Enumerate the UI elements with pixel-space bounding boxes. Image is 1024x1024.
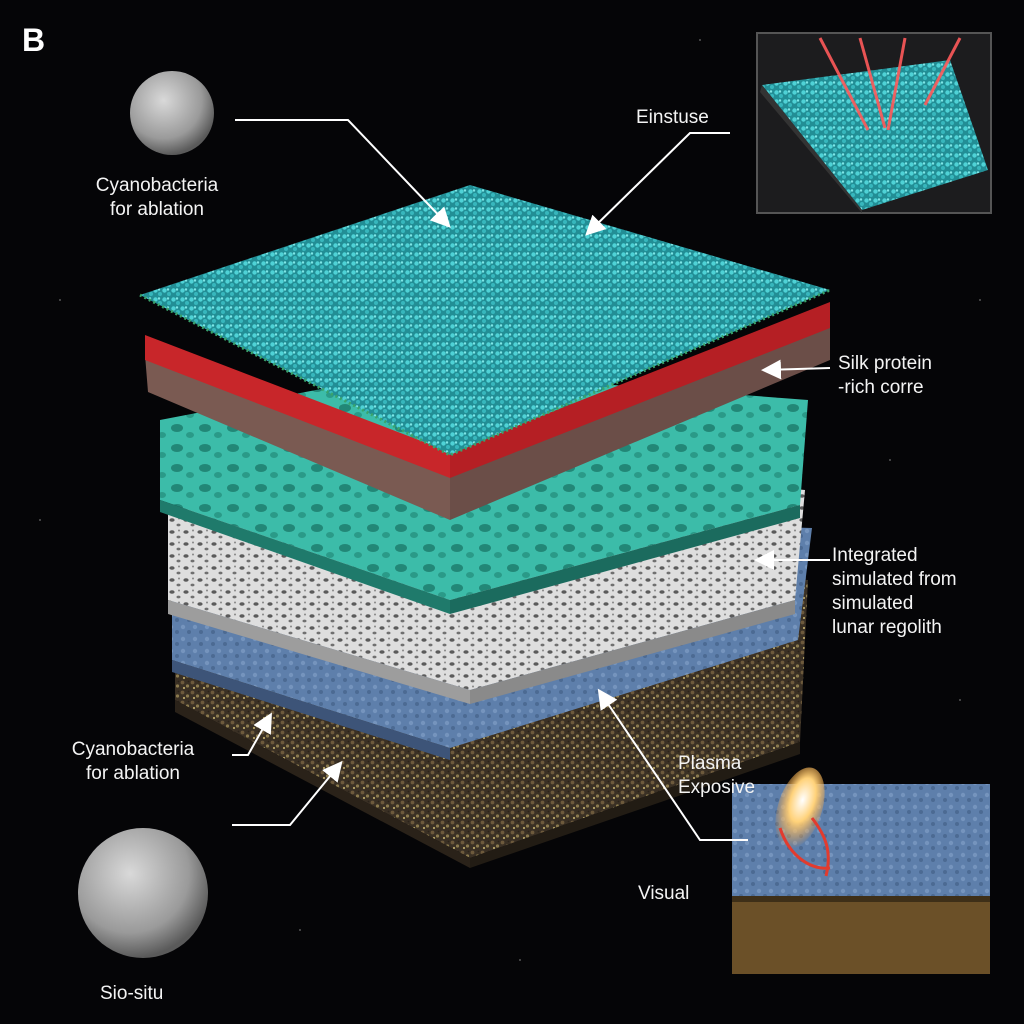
panel-letter: B	[22, 22, 46, 58]
label-einstuse: Einstuse	[636, 107, 709, 128]
label-silk-protein: Silk protein -rich corre	[838, 353, 932, 398]
leader-lines	[232, 119, 831, 841]
label-plasma-exposive: Plasma Exposive	[678, 753, 756, 798]
label-sio-situ: Sio-situ	[100, 983, 164, 1004]
plasma-inset	[732, 767, 990, 974]
laser-inset	[756, 32, 992, 214]
star-field	[39, 39, 981, 961]
label-integrated-regolith: Integrated simulated from simulated luna…	[832, 545, 957, 638]
label-cyanobacteria-top: Cyanobacteria for ablation	[95, 175, 219, 220]
cyanobacteria-mat-layer	[139, 185, 831, 520]
label-cyanobacteria-bottom: Cyanobacteria for ablation	[71, 739, 195, 784]
sio-situ-sphere	[78, 828, 208, 958]
label-visual: Visual	[638, 883, 690, 904]
cyanobacteria-cell-top	[130, 71, 214, 155]
